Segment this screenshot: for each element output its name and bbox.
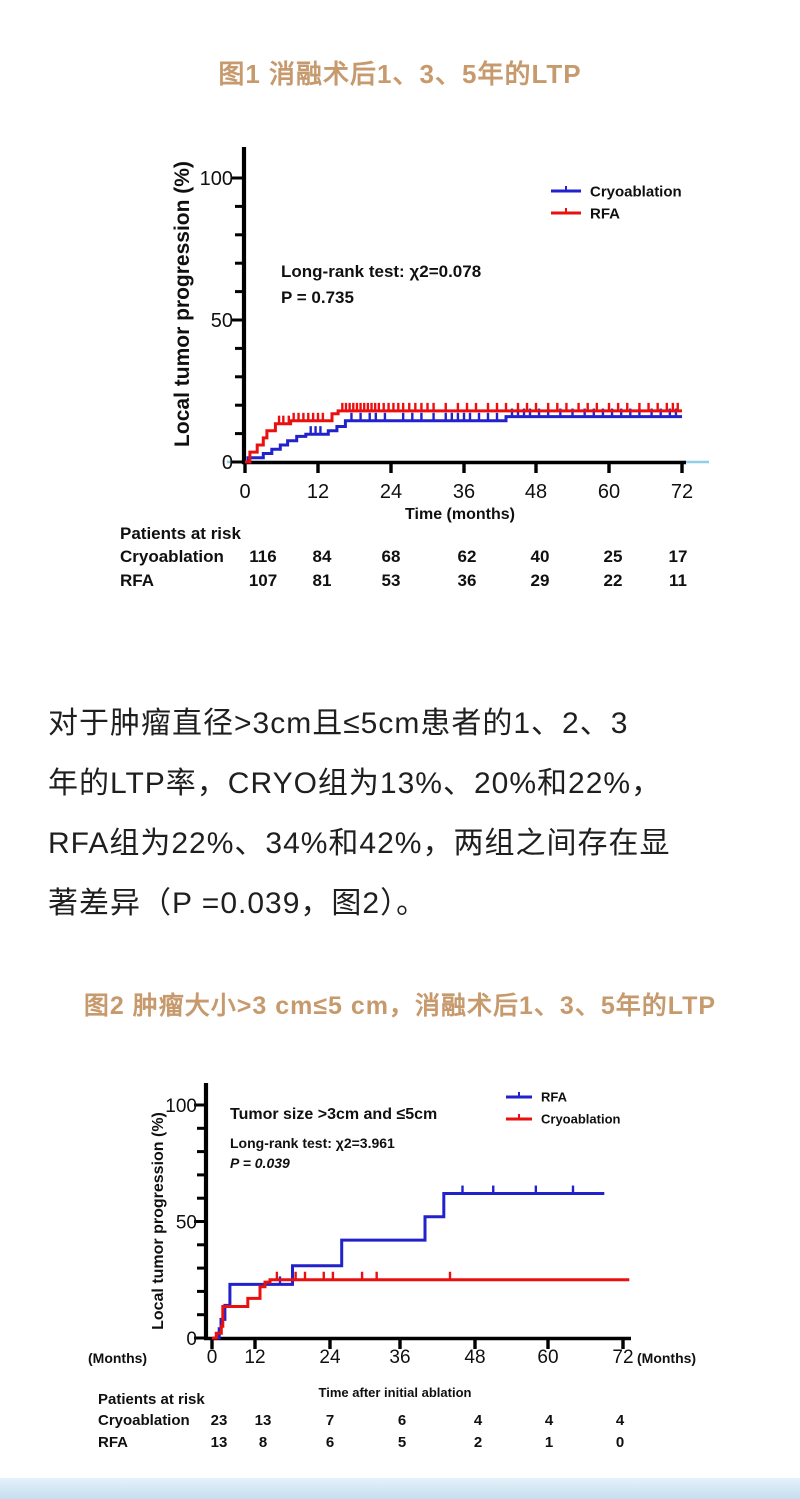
stat-annotation: Long-rank test: χ2=3.961: [230, 1135, 395, 1151]
risk-value: 6: [326, 1434, 334, 1451]
figure1-km-chart: 0 50 100 0 12 24 36 48 60 72 Time (months) Local tu…: [120, 147, 709, 590]
x-axis-title: Time (months): [405, 506, 515, 523]
x-tick-label: 0: [207, 1347, 218, 1368]
legend-label: Cryoablation: [541, 1112, 621, 1127]
body-paragraph: 对于肿瘤直径>3cm且≤5cm患者的1、2、3 年的LTP率，CRYO组为13%…: [48, 694, 772, 934]
risk-value: 116: [249, 547, 276, 566]
figure2-caption: 图2 肿瘤大小>3 cm≤5 cm，消融术后1、3、5年的LTP: [83, 992, 717, 1020]
risk-value: 81: [313, 571, 332, 590]
y-tick-label: 50: [176, 1212, 197, 1233]
risk-row-label: RFA: [120, 571, 154, 590]
x-tick-label: 60: [537, 1347, 558, 1368]
x-tick-label: 0: [239, 481, 250, 503]
risk-value: 22: [604, 571, 623, 590]
risk-table-title: Patients at risk: [98, 1391, 205, 1408]
risk-value: 13: [255, 1412, 272, 1429]
x-tick-label: 12: [244, 1347, 265, 1368]
bottom-accent-bar: [0, 1478, 800, 1499]
x-tick-label: 72: [612, 1347, 633, 1368]
risk-value: 4: [616, 1412, 625, 1429]
stat-annotation: Tumor size >3cm and ≤5cm: [230, 1106, 437, 1123]
risk-value: 13: [211, 1434, 228, 1451]
stat-annotation: P = 0.039: [230, 1155, 290, 1171]
risk-value: 5: [398, 1434, 406, 1451]
risk-value: 2: [474, 1434, 482, 1451]
y-axis-title: Local tumor progression (%): [171, 161, 194, 447]
risk-value: 17: [669, 547, 688, 566]
legend-label: RFA: [590, 205, 620, 222]
risk-value: 8: [259, 1434, 267, 1451]
x-axis-title: Time after initial ablation: [319, 1385, 472, 1400]
y-axis-title: Local tumor progression (%): [150, 1112, 167, 1330]
stat-annotation: Long-rank test: χ2=0.078: [281, 262, 481, 281]
series-line-cryoablation: [212, 1278, 630, 1340]
paragraph-line: 著差异（P =0.039，图2）。: [48, 887, 428, 920]
y-tick-label: 100: [200, 168, 233, 190]
paragraph-line: 对于肿瘤直径>3cm且≤5cm患者的1、2、3: [48, 707, 629, 740]
km-plot: 0 50 100 0 12 24 36 48 60 72 Time (months) Local tu…: [120, 147, 709, 590]
risk-value: 40: [531, 547, 550, 566]
x-tick-label: 48: [464, 1347, 485, 1368]
risk-value: 107: [249, 571, 277, 590]
stat-annotation: P = 0.735: [281, 288, 354, 307]
x-tick-label: 36: [453, 481, 475, 503]
risk-value: 29: [531, 571, 550, 590]
y-tick-label: 0: [222, 452, 233, 474]
risk-row-label: Cryoablation: [98, 1412, 190, 1429]
x-tick-label: 72: [671, 481, 693, 503]
series-line-rfa: [245, 409, 682, 464]
risk-value: 62: [458, 547, 477, 566]
risk-row-label: RFA: [98, 1434, 128, 1451]
risk-value: 1: [545, 1434, 553, 1451]
risk-value: 23: [211, 1412, 228, 1429]
paragraph-line: 年的LTP率，CRYO组为13%、20%和22%，: [48, 767, 663, 800]
x-tick-label: 12: [307, 481, 329, 503]
figure1-caption: 图1 消融术后1、3、5年的LTP: [218, 59, 582, 89]
x-tick-label: 60: [598, 481, 620, 503]
risk-value: 36: [458, 571, 477, 590]
series-line-cryoablation: [245, 415, 682, 464]
y-tick-label: 50: [211, 310, 233, 332]
x-tick-label: 48: [525, 481, 547, 503]
axis-unit-left: (Months): [88, 1350, 147, 1366]
y-tick-label: 0: [186, 1329, 197, 1350]
series-line-rfa: [212, 1192, 605, 1340]
risk-value: 4: [474, 1412, 483, 1429]
x-tick-label: 24: [319, 1347, 341, 1368]
y-tick-label: 100: [165, 1096, 197, 1117]
risk-value: 53: [382, 571, 401, 590]
risk-value: 0: [616, 1434, 624, 1451]
risk-table-title: Patients at risk: [120, 524, 241, 543]
x-tick-label: 24: [380, 481, 402, 503]
risk-value: 84: [313, 547, 332, 566]
risk-value: 4: [545, 1412, 554, 1429]
risk-value: 11: [669, 571, 687, 590]
risk-value: 68: [382, 547, 401, 566]
axis-unit-right: (Months): [637, 1350, 696, 1366]
risk-row-label: Cryoablation: [120, 547, 224, 566]
risk-value: 25: [604, 547, 623, 566]
legend-label: Cryoablation: [590, 183, 682, 200]
legend-label: RFA: [541, 1090, 568, 1105]
risk-value: 7: [326, 1412, 334, 1429]
x-tick-label: 36: [389, 1347, 410, 1368]
risk-value: 6: [398, 1412, 406, 1429]
paragraph-line: RFA组为22%、34%和42%，两组之间存在显: [48, 827, 671, 860]
